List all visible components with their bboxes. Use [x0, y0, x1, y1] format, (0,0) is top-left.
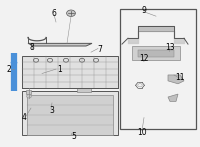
Polygon shape	[28, 43, 92, 46]
Text: 11: 11	[175, 73, 185, 82]
Text: 5: 5	[72, 132, 76, 141]
Text: 9: 9	[142, 6, 146, 15]
Bar	[22, 56, 118, 88]
Bar	[26, 90, 31, 94]
Polygon shape	[168, 75, 184, 84]
Text: 4: 4	[22, 113, 26, 122]
Bar	[77, 88, 91, 92]
Text: 12: 12	[139, 54, 149, 63]
Text: 2: 2	[7, 65, 11, 74]
Bar	[27, 95, 113, 135]
Bar	[138, 26, 174, 31]
Bar	[132, 46, 180, 60]
Text: 10: 10	[137, 128, 147, 137]
Bar	[120, 9, 196, 129]
Polygon shape	[168, 94, 178, 101]
Text: 1: 1	[58, 65, 62, 74]
Circle shape	[27, 95, 31, 98]
Text: 7: 7	[98, 45, 102, 55]
Text: 13: 13	[165, 42, 175, 52]
Circle shape	[67, 10, 75, 16]
Bar	[22, 91, 118, 135]
Text: 3: 3	[50, 106, 54, 115]
Text: 6: 6	[52, 9, 56, 18]
Text: 8: 8	[30, 42, 34, 52]
Bar	[138, 50, 174, 57]
